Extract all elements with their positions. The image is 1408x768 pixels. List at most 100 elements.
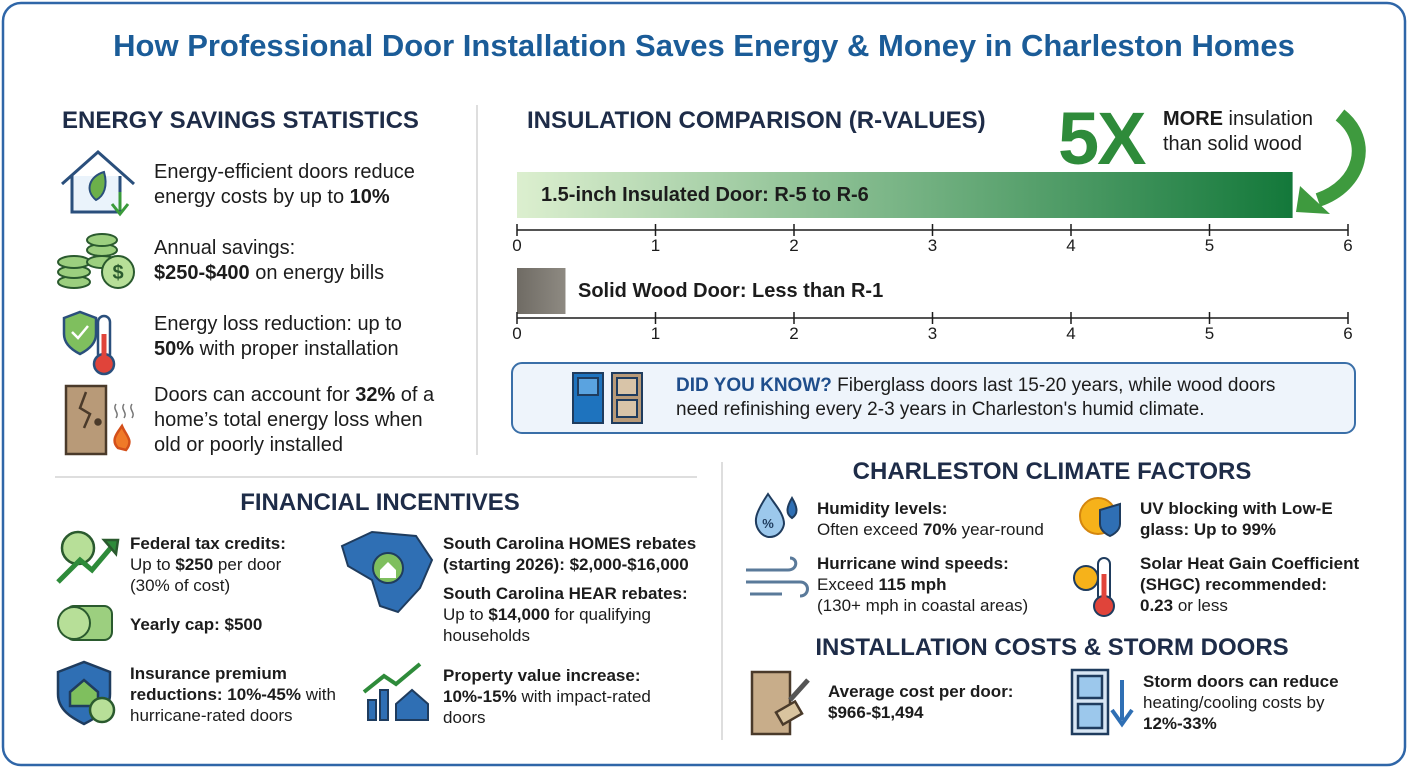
- text-segment: (SHGC) recommended:: [1140, 575, 1328, 594]
- tick-label: 4: [1066, 236, 1076, 255]
- text-segment: $966-$1,494: [828, 703, 924, 722]
- door-wrench-icon: [750, 670, 810, 736]
- tick-label: 2: [789, 324, 799, 343]
- text-line: (SHGC) recommended:: [1140, 574, 1359, 595]
- dividers: [55, 105, 723, 740]
- callout-arrowhead: [1296, 186, 1330, 214]
- text-line: Solar Heat Gain Coefficient: [1140, 553, 1359, 574]
- text-segment: for qualifying: [549, 605, 651, 624]
- text-line: households: [443, 625, 688, 646]
- text-segment: (starting 2026): $2,000-$16,000: [443, 555, 689, 574]
- wind-icon: [746, 556, 809, 598]
- text-block: MORE insulation than solid wood: [1163, 107, 1313, 157]
- text-segment: per door: [213, 555, 282, 574]
- tick-label: 0: [512, 324, 522, 343]
- section-heading: FINANCIAL INCENTIVES: [240, 489, 520, 516]
- text-segment: Often exceed: [817, 520, 923, 539]
- insurance-shield-icon: [56, 660, 116, 726]
- tick-label: 2: [789, 236, 799, 255]
- section-heading: INSULATION COMPARISON (R-VALUES): [527, 107, 986, 134]
- text-segment: Storm doors can reduce: [1143, 672, 1339, 691]
- section-heading: ENERGY SAVINGS STATISTICS: [62, 107, 419, 134]
- text-block: Average cost per door: $966-$1,494: [828, 681, 1013, 723]
- text-block: Yearly cap: $500: [130, 614, 262, 635]
- text-segment: need refinishing every 2-3 years in Char…: [676, 399, 1205, 420]
- text-block: Insurance premium reductions: 10%-45% wit…: [130, 663, 336, 726]
- text-segment: Hurricane wind speeds:: [817, 554, 1009, 573]
- text-line: $250-$400 on energy bills: [154, 261, 384, 286]
- bar-label: Solid Wood Door: Less than R-1: [578, 280, 884, 302]
- text-line: 0.23 or less: [1140, 595, 1359, 616]
- text-line: MORE insulation: [1163, 107, 1313, 132]
- text-line: (130+ mph in coastal areas): [817, 595, 1028, 616]
- text-block: Solar Heat Gain Coefficient (SHGC) recomm…: [1140, 553, 1359, 616]
- text-line: Hurricane wind speeds:: [817, 553, 1028, 574]
- text-line: Often exceed 70% year-round: [817, 519, 1044, 540]
- property-value-icon: [362, 662, 429, 721]
- text-line: reductions: 10%-45% with: [130, 684, 336, 705]
- text-block: UV blocking with Low-E glass: Up to 99%: [1140, 498, 1333, 540]
- text-line: Energy loss reduction: up to: [154, 312, 402, 337]
- doors-icon: [572, 372, 643, 424]
- text-segment: 10%-15%: [443, 687, 517, 706]
- text-segment: on energy bills: [249, 262, 385, 284]
- text-segment: Annual savings:: [154, 237, 296, 259]
- text-line: heating/cooling costs by: [1143, 692, 1339, 713]
- text-segment: with impact-rated: [516, 687, 651, 706]
- shield-thermo-icon: [62, 310, 116, 376]
- text-block: Humidity levels: Often exceed 70% year-ro…: [817, 498, 1044, 540]
- text-segment: $250: [175, 555, 214, 574]
- south-carolina-icon: [340, 530, 434, 614]
- page-title: How Professional Door Installation Saves…: [113, 28, 1295, 63]
- text-segment: home’s total energy loss when: [154, 409, 423, 431]
- text-line: glass: Up to 99%: [1140, 519, 1333, 540]
- old-door-icon: [64, 384, 134, 456]
- text-segment: households: [443, 626, 530, 645]
- tick-label: 3: [927, 324, 938, 343]
- text-segment: (30% of cost): [130, 576, 231, 595]
- tax-credit-icon: [56, 530, 120, 584]
- tick-label: 6: [1343, 236, 1353, 255]
- text-block: Hurricane wind speeds: Exceed 115 mph (130…: [817, 553, 1028, 616]
- text-block: Energy-efficient doors reduce energy cost…: [154, 160, 415, 210]
- text-segment: 0.23: [1140, 596, 1174, 615]
- text-segment: 10%: [349, 186, 390, 208]
- text-line: UV blocking with Low-E: [1140, 498, 1333, 519]
- storm-door-icon: [1070, 668, 1134, 736]
- text-segment: Property value increase:: [443, 666, 641, 685]
- text-line: need refinishing every 2-3 years in Char…: [676, 398, 1275, 422]
- text-line: Humidity levels:: [817, 498, 1044, 519]
- multiplier: 5X: [1058, 97, 1147, 180]
- text-line: 10%-15% with impact-rated: [443, 686, 651, 707]
- text-segment: Doors can account for: [154, 384, 356, 406]
- text-segment: Up to: [130, 555, 176, 574]
- text-segment: 50%: [154, 338, 195, 360]
- text-segment: Insurance premium: [130, 664, 287, 683]
- text-line: (30% of cost): [130, 575, 286, 596]
- text-line: South Carolina HEAR rebates:: [443, 583, 688, 604]
- tick-label: 5: [1204, 324, 1215, 343]
- tick-label: 3: [927, 236, 938, 255]
- text-segment: Yearly cap: $500: [130, 615, 263, 634]
- text-line: Insurance premium: [130, 663, 336, 684]
- text-line: Up to $14,000 for qualifying: [443, 604, 688, 625]
- text-line: Exceed 115 mph: [817, 574, 1028, 595]
- text-segment: year-round: [956, 520, 1044, 539]
- text-segment: Solar Heat Gain Coefficient: [1140, 554, 1360, 573]
- text-segment: DID YOU KNOW?: [676, 375, 832, 396]
- callout-arrow: [1315, 109, 1366, 207]
- text-segment: with: [301, 685, 336, 704]
- text-segment: $14,000: [488, 605, 550, 624]
- text-line: home’s total energy loss when: [154, 408, 434, 433]
- text-segment: hurricane-rated doors: [130, 706, 293, 725]
- text-segment: than solid wood: [1163, 133, 1302, 155]
- section-heading: INSTALLATION COSTS & STORM DOORS: [815, 634, 1289, 661]
- text-line: doors: [443, 707, 651, 728]
- text-line: Federal tax credits:: [130, 533, 286, 554]
- text-block: Storm doors can reduce heating/cooling co…: [1143, 671, 1339, 734]
- text-block: South Carolina HOMES rebates (starting 20…: [443, 533, 696, 575]
- text-segment: old or poorly installed: [154, 434, 343, 456]
- text-segment: energy costs by up to: [154, 186, 350, 208]
- text-line: energy costs by up to 10%: [154, 185, 415, 210]
